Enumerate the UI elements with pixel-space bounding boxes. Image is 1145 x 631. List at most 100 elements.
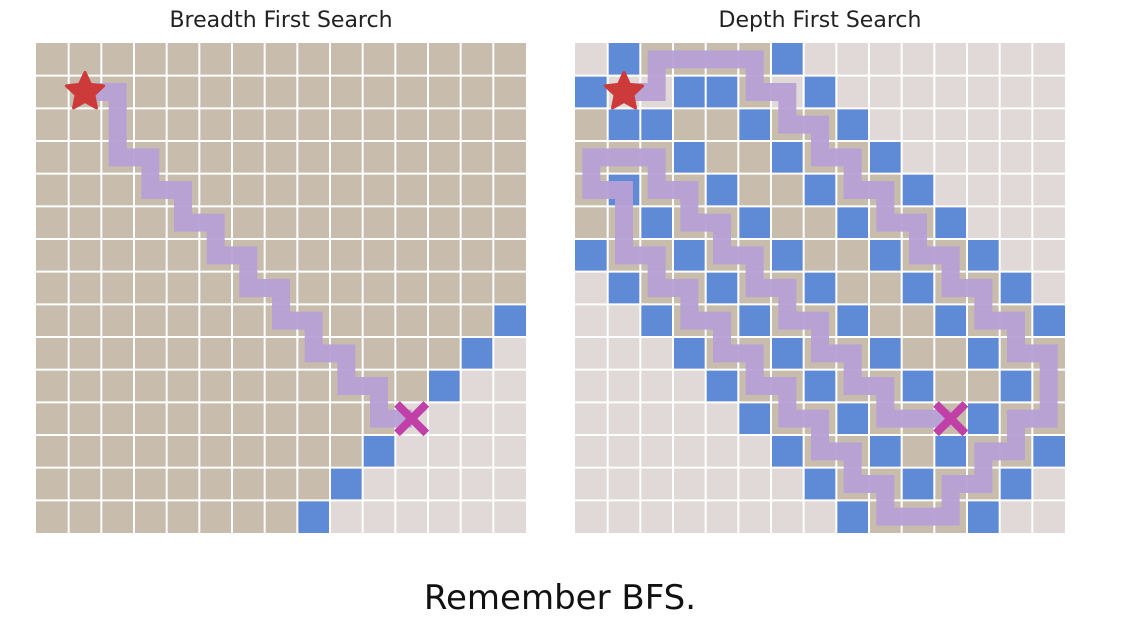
grid-cell <box>362 206 396 239</box>
grid-cell <box>134 108 167 141</box>
grid-cell <box>330 75 363 109</box>
grid-cell <box>264 435 298 468</box>
grid-cell <box>901 43 935 76</box>
frontier-cell <box>803 467 837 501</box>
grid-cell <box>134 402 167 435</box>
x-mark-icon <box>933 401 969 437</box>
grid-cell <box>101 369 134 403</box>
grid-cell <box>705 435 739 468</box>
grid-cell <box>901 141 935 174</box>
grid-cell <box>460 141 494 174</box>
grid-cell <box>836 43 869 76</box>
grid-cell <box>395 435 428 468</box>
grid-cell <box>428 206 461 239</box>
frontier-cell <box>640 206 673 239</box>
grid-cell <box>493 369 526 403</box>
grid-cell <box>36 108 69 141</box>
grid-cell <box>738 500 771 533</box>
grid-cell <box>901 337 935 370</box>
grid-cell <box>803 239 837 272</box>
grid-cell <box>36 141 69 174</box>
grid-cell <box>1032 467 1065 501</box>
grid-cell <box>395 108 428 141</box>
grid-cell <box>68 369 102 403</box>
grid-cell <box>673 369 706 403</box>
grid-cell <box>362 467 396 501</box>
grid-cell <box>460 369 494 403</box>
frontier-cell <box>771 337 804 370</box>
grid-cell <box>232 500 265 533</box>
grid-cell <box>460 239 494 272</box>
grid-cell <box>428 435 461 468</box>
grid-cell <box>771 206 804 239</box>
grid-cell <box>575 467 608 501</box>
grid-cell <box>640 402 673 435</box>
grid-cell <box>673 108 706 141</box>
grid-cell <box>232 304 265 337</box>
grid-cell <box>264 337 298 370</box>
grid-cell <box>428 402 461 435</box>
frontier-cell <box>869 435 902 468</box>
dfs-grid <box>575 43 1065 533</box>
grid-cell <box>68 500 102 533</box>
grid-cell <box>640 337 673 370</box>
grid-cell <box>166 467 200 501</box>
frontier-cell <box>836 206 869 239</box>
grid-cell <box>134 304 167 337</box>
grid-cell <box>166 271 200 305</box>
frontier-cell <box>640 304 673 337</box>
frontier-cell <box>771 43 804 76</box>
grid-cell <box>607 467 641 501</box>
grid-cell <box>1032 141 1065 174</box>
grid-cell <box>1032 173 1065 207</box>
frontier-cell <box>934 206 967 239</box>
grid-cell <box>68 402 102 435</box>
grid-cell <box>264 141 298 174</box>
grid-cell <box>460 467 494 501</box>
frontier-cell <box>493 304 526 337</box>
frontier-cell <box>999 369 1033 403</box>
grid-cell <box>493 75 526 109</box>
grid-cell <box>36 337 69 370</box>
grid-cell <box>330 271 363 305</box>
grid-cell <box>264 43 298 76</box>
grid-cell <box>607 500 641 533</box>
frontier-cell <box>705 75 739 109</box>
grid-cell <box>134 337 167 370</box>
grid-cell <box>705 500 739 533</box>
grid-cell <box>673 402 706 435</box>
grid-cell <box>166 239 200 272</box>
grid-cell <box>967 43 1000 76</box>
grid-cell <box>395 337 428 370</box>
grid-cell <box>395 75 428 109</box>
grid-cell <box>330 402 363 435</box>
grid-cell <box>36 43 69 76</box>
grid-cell <box>428 108 461 141</box>
grid-cell <box>101 337 134 370</box>
grid-cell <box>460 173 494 207</box>
grid-cell <box>575 206 608 239</box>
frontier-cell <box>705 271 739 305</box>
grid-cell <box>199 141 232 174</box>
grid-cell <box>68 337 102 370</box>
frontier-cell <box>297 500 330 533</box>
star-icon <box>603 70 645 110</box>
grid-cell <box>166 304 200 337</box>
grid-cell <box>901 108 935 141</box>
grid-cell <box>362 337 396 370</box>
grid-cell <box>166 402 200 435</box>
frontier-cell <box>705 369 739 403</box>
grid-cell <box>199 369 232 403</box>
grid-cell <box>101 467 134 501</box>
grid-cell <box>934 369 967 403</box>
grid-cell <box>232 337 265 370</box>
grid-cell <box>68 239 102 272</box>
grid-cell <box>967 108 1000 141</box>
grid-cell <box>297 271 330 305</box>
frontier-cell <box>771 435 804 468</box>
frontier-cell <box>803 75 837 109</box>
grid-cell <box>395 271 428 305</box>
grid-cell <box>232 141 265 174</box>
grid-cell <box>297 173 330 207</box>
frontier-cell <box>901 271 935 305</box>
